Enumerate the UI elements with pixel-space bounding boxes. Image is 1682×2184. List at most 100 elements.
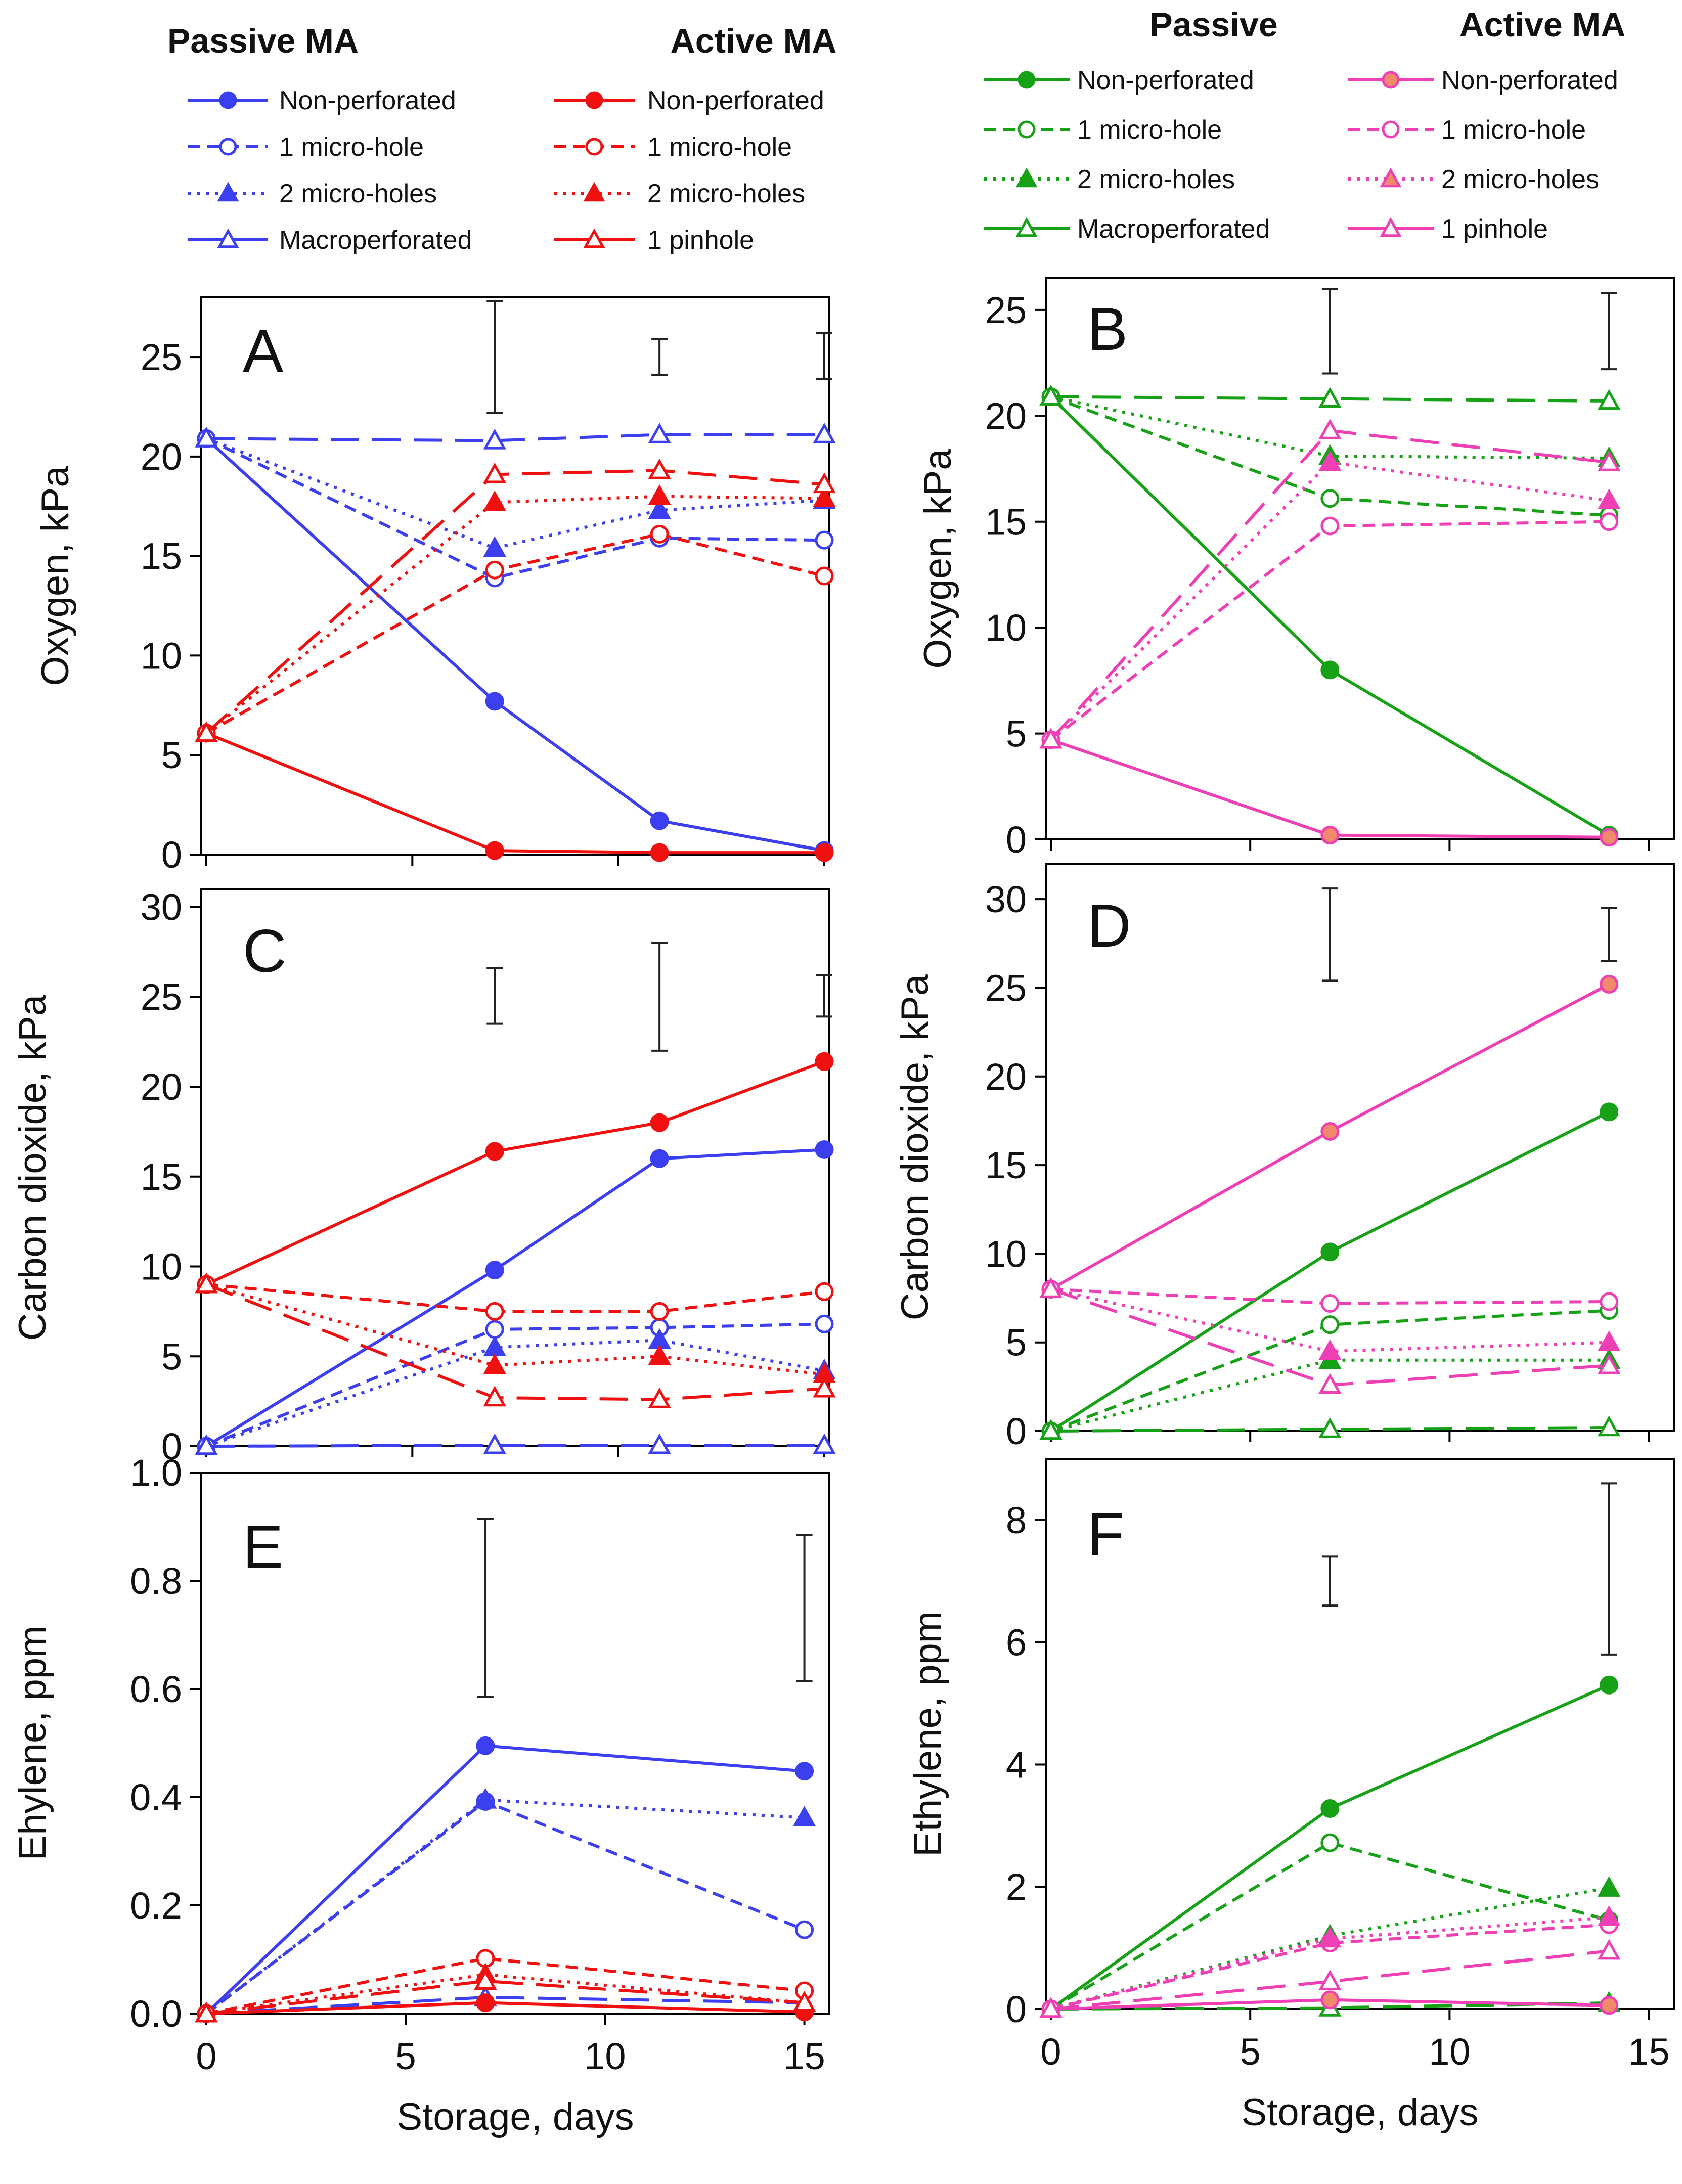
series-line (205, 1798, 805, 2015)
legend-label: Macroperforated (279, 226, 472, 255)
panel-f: 0 2 4 6 8 0 5 10 15 Ethylene, ppm Storage, days F (906, 1458, 1675, 2134)
x-tick-label: 10 (1429, 2031, 1470, 2073)
data-point (1320, 660, 1340, 680)
data-point (813, 486, 836, 507)
legend-label: 2 micro-holes (647, 179, 805, 208)
series-line (205, 1283, 825, 1401)
legend-label: 2 micro-holes (1077, 165, 1235, 194)
y-tick-label: 5 (161, 734, 182, 776)
panel-letter: C (243, 917, 287, 985)
data-point (476, 1993, 495, 2013)
data-point (1318, 387, 1342, 408)
legend-group-title: Passive MA (167, 22, 359, 60)
series-line (206, 433, 824, 442)
y-tick-label: 5 (1006, 1322, 1027, 1364)
legend-marker-icon (585, 138, 603, 156)
data-point (815, 1314, 834, 1333)
plot-frame (200, 1472, 830, 2015)
data-point (1598, 1415, 1621, 1437)
y-tick-label: 2 (1006, 1866, 1027, 1908)
y-tick-label: 25 (985, 967, 1027, 1009)
legend-marker-icon (1017, 120, 1036, 139)
data-point (195, 721, 218, 742)
series-active-ma-1-pinhole (1039, 419, 1621, 749)
y-tick-label: 0.2 (130, 1885, 182, 1927)
error-bar (477, 1517, 494, 1699)
legend-entry-2-micro-holes: 2 micro-holes (188, 179, 437, 208)
data-point (195, 1434, 218, 1455)
y-axis-label: Oxygen, kPa (34, 466, 77, 686)
y-tick-label: 25 (985, 289, 1027, 331)
series-active-ma-1-pinhole (195, 1272, 836, 1408)
data-point (792, 1991, 816, 2012)
series-line (1050, 1923, 1609, 2011)
data-point (1320, 516, 1340, 536)
legend-entry-non-perforated: Non-perforated (554, 86, 824, 115)
panel-e: 0.0 0.2 0.4 0.6 0.8 1.0 0 5 10 15 Ehylene, ppm Stor… (11, 1452, 830, 2138)
series-passive-ma-macroperforated (195, 1433, 836, 1455)
data-point (648, 498, 671, 519)
y-tick-label: 10 (141, 1246, 182, 1288)
legend-entry-non-perforated: Non-perforated (1348, 66, 1618, 95)
data-point (474, 1788, 497, 1809)
legend-entry-non-perforated: Non-perforated (188, 86, 456, 115)
legend-left: Passive MA Non-perforated 1 micro-hole 2 mi… (167, 22, 836, 255)
legend-group-title: Passive (1149, 6, 1277, 44)
data-point (1318, 1970, 1342, 1990)
plot-frame (1045, 277, 1675, 840)
series-passive-macroperforated (1039, 1415, 1621, 1440)
data-point (648, 458, 671, 479)
panel-d: 0 5 10 15 20 25 30 Carbon dioxide, kPa D (894, 863, 1675, 1452)
legend-marker-icon (1382, 120, 1400, 139)
series-line (205, 1148, 825, 1448)
legend-entry-1-micro-hole: 1 micro-hole (984, 115, 1222, 145)
y-tick-label: 0.6 (130, 1668, 182, 1710)
y-tick-label: 4 (1006, 1744, 1027, 1786)
y-tick-label: 20 (141, 436, 182, 478)
legend-entry-2-micro-holes: 2 micro-holes (1348, 165, 1599, 194)
data-point (795, 1762, 814, 1781)
series-line (205, 1060, 825, 1286)
y-tick-label: 1.0 (130, 1452, 182, 1494)
plot-frame (1045, 1458, 1675, 2010)
x-axis-label: Storage, days (397, 2096, 634, 2138)
data-point (195, 2001, 218, 2023)
x-tick-label: 5 (395, 2035, 416, 2077)
data-point (483, 1386, 506, 1407)
legend-marker-icon (583, 182, 605, 202)
series-layer (195, 423, 836, 862)
legends: Passive MA Non-perforated 1 micro-hole 2 mi… (167, 6, 1625, 255)
error-bar (1601, 292, 1617, 371)
data-point (1318, 1339, 1342, 1360)
data-point (483, 1433, 506, 1454)
y-tick-label: 25 (141, 976, 182, 1018)
data-point (1318, 419, 1342, 439)
legend-label: Non-perforated (279, 86, 456, 115)
data-point (650, 843, 669, 862)
series-passive-ma-macroperforated (195, 423, 836, 450)
data-point (648, 484, 671, 505)
y-tick-label: 10 (985, 1233, 1027, 1275)
legend-entry-macroperforated: Macroperforated (188, 226, 472, 255)
data-point (1320, 1315, 1340, 1334)
legend-label: Macroperforated (1077, 214, 1270, 244)
data-point (1598, 1353, 1621, 1374)
data-point (1318, 450, 1342, 471)
series-layer (1039, 1675, 1621, 2019)
panel-letter: B (1087, 295, 1128, 363)
data-point (650, 524, 669, 544)
data-point (648, 1388, 671, 1408)
series-active-ma-1-pinhole (1039, 1939, 1621, 2018)
series-layer (1039, 385, 1621, 847)
legend-entry-1-micro-hole: 1 micro-hole (554, 132, 792, 162)
data-point (815, 1140, 834, 1159)
legend-label: Non-perforated (1077, 66, 1254, 95)
data-point (483, 490, 506, 511)
y-tick-label: 20 (985, 1056, 1027, 1098)
error-bar (1321, 1555, 1338, 1607)
legend-entry-1-micro-hole: 1 micro-hole (1348, 115, 1586, 145)
data-point (1320, 1122, 1340, 1141)
data-point (792, 1806, 816, 1826)
series-line (206, 1995, 805, 2015)
legend-entry-1-micro-hole: 1 micro-hole (188, 132, 424, 162)
